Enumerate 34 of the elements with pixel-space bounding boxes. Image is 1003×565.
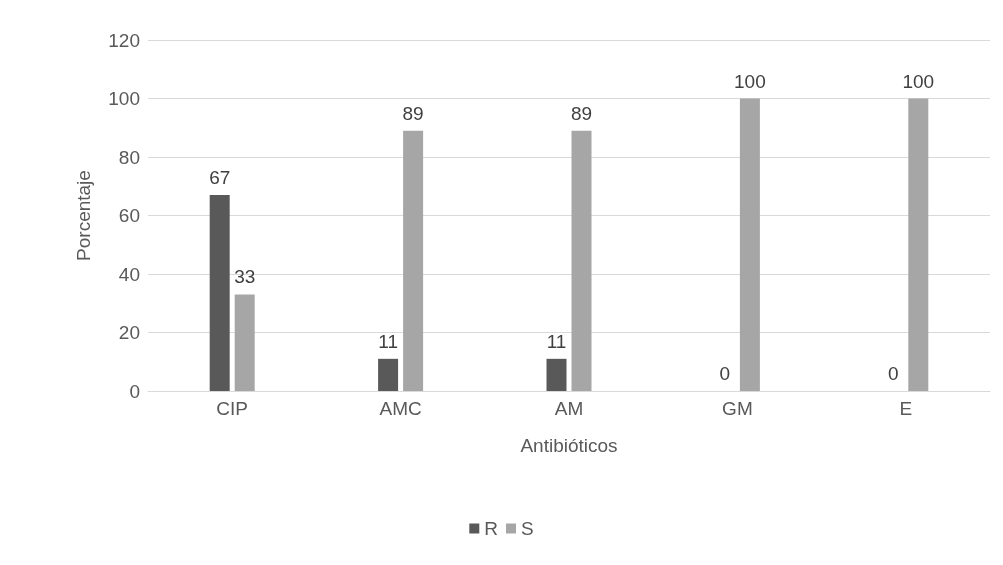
x-tick-label: AM [554, 398, 584, 419]
x-axis-title: Antibióticos [520, 435, 618, 456]
bar [378, 358, 399, 391]
y-tick-label: 20 [118, 322, 140, 343]
bar [739, 98, 760, 391]
bar [571, 130, 592, 391]
y-tick-label: 80 [118, 146, 140, 168]
y-tick-label: 0 [129, 380, 140, 402]
bar [209, 195, 230, 391]
data-label: 11 [546, 330, 567, 352]
data-label: 89 [402, 102, 424, 124]
legend-label: S [521, 518, 534, 539]
y-axis-title: Porcentaje [73, 170, 94, 261]
x-tick-label: AMC [379, 398, 422, 419]
data-label: 67 [209, 167, 231, 189]
y-tick-label: 120 [108, 29, 140, 51]
y-tick-label: 60 [118, 205, 140, 226]
legend-label: R [484, 518, 499, 539]
x-tick-label: E [899, 398, 913, 419]
bar [403, 130, 424, 391]
bar [234, 294, 255, 391]
data-label: 100 [902, 70, 935, 92]
data-label: 11 [378, 330, 398, 352]
data-label: 0 [719, 363, 731, 384]
data-label: 33 [234, 266, 256, 288]
data-label: 100 [734, 70, 766, 92]
y-tick-label: 40 [118, 263, 140, 285]
bar [546, 358, 567, 391]
y-tick-label: 100 [108, 88, 140, 109]
x-tick-label: GM [722, 398, 753, 419]
x-tick-label: CIP [216, 398, 249, 419]
data-label: 0 [888, 363, 899, 384]
data-label: 89 [570, 102, 593, 124]
bar [908, 98, 929, 391]
